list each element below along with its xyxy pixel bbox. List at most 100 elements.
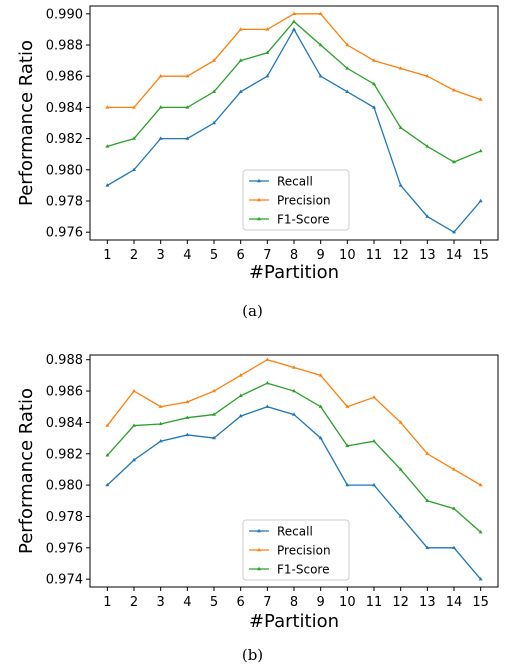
data-point xyxy=(185,74,190,78)
data-point xyxy=(185,432,190,437)
data-point xyxy=(452,88,456,92)
legend-label: Precision xyxy=(277,544,331,558)
x-tick-label: 14 xyxy=(446,248,463,263)
x-tick-label: 11 xyxy=(366,595,383,610)
x-axis-label: #Partition xyxy=(249,262,339,283)
data-point xyxy=(345,66,350,70)
y-tick-label: 0.988 xyxy=(46,353,83,368)
data-point xyxy=(398,420,403,424)
data-point xyxy=(345,404,350,408)
x-tick-label: 2 xyxy=(130,595,138,610)
data-point xyxy=(398,125,403,129)
x-tick-label: 1 xyxy=(103,595,111,610)
data-point xyxy=(425,214,430,218)
data-point xyxy=(158,439,163,443)
y-tick-label: 0.980 xyxy=(46,479,83,494)
y-axis-label: Performance Ratio xyxy=(16,388,37,554)
data-point xyxy=(265,404,270,408)
chart-b: 0.974 0.976 0.978 0.980 0.982 0.984 0.986 0.988… xyxy=(16,353,499,632)
x-tick-label: 8 xyxy=(290,248,298,263)
data-point xyxy=(425,74,430,78)
x-tick-label: 3 xyxy=(157,595,165,610)
data-point xyxy=(212,58,216,62)
data-point xyxy=(238,393,243,397)
data-point xyxy=(292,365,296,369)
x-tick-label: 7 xyxy=(263,595,271,610)
legend-marker xyxy=(257,547,261,552)
x-tick-label: 4 xyxy=(183,595,191,610)
x-tick-label: 6 xyxy=(237,595,245,610)
y-tick-label: 0.982 xyxy=(46,132,83,147)
data-point xyxy=(105,453,110,457)
x-tick-label: 8 xyxy=(290,595,298,610)
x-tick-label: 2 xyxy=(130,248,138,263)
data-point xyxy=(265,74,270,78)
series-line-f1-score xyxy=(106,382,482,533)
data-point xyxy=(425,451,430,455)
data-point xyxy=(318,373,323,377)
data-point xyxy=(265,357,270,361)
data-point xyxy=(132,457,136,462)
series-line-f1-score xyxy=(107,20,481,163)
chart-a: 0.976 0.978 0.980 0.982 0.984 0.986 0.988 0.990… xyxy=(16,5,499,283)
data-point xyxy=(372,482,376,487)
data-point xyxy=(292,412,296,416)
x-tick-label: 3 xyxy=(157,248,165,263)
data-point xyxy=(398,514,403,518)
x-tick-label: 10 xyxy=(339,595,356,610)
data-point xyxy=(345,89,350,93)
data-point xyxy=(318,435,323,440)
x-tick-label: 12 xyxy=(392,248,409,263)
data-point xyxy=(372,395,376,399)
data-point xyxy=(265,27,270,31)
data-point xyxy=(158,74,163,78)
y-tick-label: 0.984 xyxy=(46,416,83,431)
data-point xyxy=(478,97,483,101)
data-point xyxy=(292,27,296,31)
x-tick-label: 15 xyxy=(472,595,489,610)
data-point xyxy=(478,482,483,487)
series-line-precision xyxy=(106,358,481,486)
data-point xyxy=(372,105,376,109)
data-point xyxy=(212,388,216,393)
data-point xyxy=(345,482,350,487)
legend-box xyxy=(242,169,350,231)
x-tick-label: 6 xyxy=(237,248,245,263)
legend-marker xyxy=(257,566,261,571)
y-axis-label: Performance Ratio xyxy=(16,40,37,206)
x-tick-label: 13 xyxy=(419,595,436,610)
y-tick-label: 0.984 xyxy=(46,101,83,116)
legend-label: Precision xyxy=(277,194,331,208)
data-point xyxy=(105,105,110,109)
data-point xyxy=(292,388,296,393)
data-point xyxy=(105,482,110,487)
data-point xyxy=(212,435,216,440)
legend-box xyxy=(242,519,350,581)
y-tick-label: 0.978 xyxy=(46,510,83,525)
data-point xyxy=(292,11,296,15)
data-point xyxy=(398,467,403,471)
legend-label: F1-Score xyxy=(277,213,329,227)
data-point xyxy=(372,58,376,62)
data-point xyxy=(452,159,456,164)
x-tick-label: 13 xyxy=(419,248,436,263)
data-point xyxy=(185,415,190,419)
data-point xyxy=(425,545,430,550)
data-point xyxy=(158,421,163,426)
data-point xyxy=(318,42,323,47)
y-tick-label: 0.982 xyxy=(46,447,83,462)
data-point xyxy=(185,136,190,140)
y-tick-label: 0.974 xyxy=(46,573,83,588)
data-point xyxy=(478,576,483,581)
data-point xyxy=(238,413,243,418)
data-point xyxy=(478,529,483,534)
x-axis-label: #Partition xyxy=(249,611,339,632)
x-tick-label: 7 xyxy=(263,248,271,263)
data-point xyxy=(212,89,216,93)
legend-label: Recall xyxy=(277,525,313,539)
data-point xyxy=(318,74,323,78)
data-point xyxy=(158,105,163,109)
data-point xyxy=(478,148,483,153)
y-tick-label: 0.976 xyxy=(46,226,83,241)
legend-marker xyxy=(257,197,261,202)
